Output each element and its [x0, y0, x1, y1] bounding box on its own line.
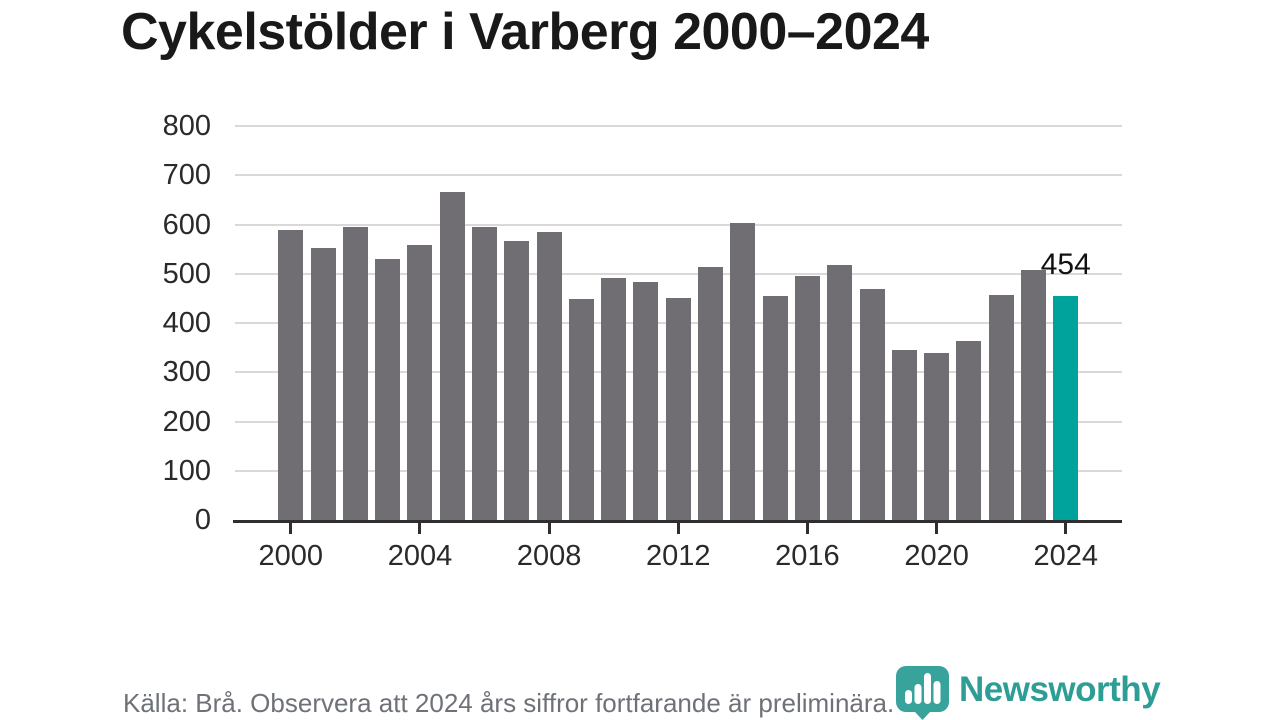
x-axis-tick-2000 [289, 520, 293, 534]
bar-2015 [762, 295, 788, 520]
y-axis-tick-label-800: 800 [162, 110, 211, 142]
newsworthy-wordmark: Newsworthy [959, 670, 1161, 709]
y-axis-tick-label-0: 0 [194, 504, 211, 536]
bar-2020 [924, 352, 950, 520]
gridline-700 [235, 174, 1122, 177]
bar-2018 [859, 288, 885, 520]
x-axis-tick-2024 [1064, 520, 1068, 534]
bar-2016 [794, 275, 820, 520]
gridline-500 [235, 272, 1122, 275]
bar-2019 [891, 350, 917, 520]
x-axis-tick-label-2020: 2020 [904, 540, 969, 572]
source-note: Källa: Brå. Observera att 2024 års siffr… [123, 688, 895, 718]
x-axis-tick-label-2012: 2012 [646, 540, 711, 572]
x-axis-tick-2004 [418, 520, 422, 534]
y-axis-tick-label-400: 400 [162, 307, 211, 339]
x-axis-tick-2012 [676, 520, 680, 534]
bar-2010 [601, 278, 627, 520]
x-axis-tick-2020 [935, 520, 939, 534]
bar-2011 [633, 281, 659, 520]
bar-2007 [504, 240, 530, 520]
x-axis-tick-label-2004: 2004 [387, 540, 453, 572]
x-axis-tick-label-2000: 2000 [258, 540, 324, 572]
x-axis-tick-2016 [805, 520, 809, 534]
bar-2022 [988, 294, 1014, 520]
y-axis-tick-label-600: 600 [162, 208, 211, 241]
y-axis-tick-label-500: 500 [162, 257, 211, 290]
bar-2023 [1020, 270, 1046, 520]
bar-2021 [956, 341, 982, 520]
newsworthy-bar-chart-pin-icon [896, 666, 949, 720]
gridline-800 [235, 125, 1122, 127]
x-axis-tick-label-2016: 2016 [775, 540, 840, 572]
chart-title: Cykelstölder i Varberg 2000–2024 [121, 3, 929, 61]
bar-2008 [536, 232, 562, 520]
bar-2024 [1053, 296, 1079, 520]
plot-area: 0 100 200 300 400 500 600 700 800 2000 2004 2008 201… [163, 110, 1122, 572]
bar-2012 [665, 297, 691, 520]
bar-2004 [407, 244, 433, 520]
y-axis-tick-label-100: 100 [162, 454, 211, 487]
x-axis-tick-label-2024: 2024 [1033, 540, 1098, 572]
bar-2001 [310, 247, 336, 520]
newsworthy-logo: Newsworthy [896, 666, 1161, 720]
x-axis-tick-label-2008: 2008 [516, 540, 582, 572]
bar-2002 [342, 227, 368, 520]
bar-2006 [472, 227, 498, 520]
y-axis-tick-label-700: 700 [162, 159, 211, 192]
value-label-2024: 454 [1040, 248, 1091, 282]
x-axis-tick-2008 [547, 520, 551, 534]
bar-2017 [827, 264, 853, 520]
bar-2003 [375, 258, 401, 520]
bar-2014 [730, 223, 756, 520]
y-axis-tick-label-200: 200 [162, 405, 211, 438]
bar-2013 [698, 267, 724, 520]
bar-2000 [278, 230, 304, 520]
bar-2005 [439, 191, 465, 520]
gridline-600 [235, 223, 1122, 226]
bar-2009 [568, 299, 594, 520]
y-axis-tick-label-300: 300 [162, 356, 211, 389]
